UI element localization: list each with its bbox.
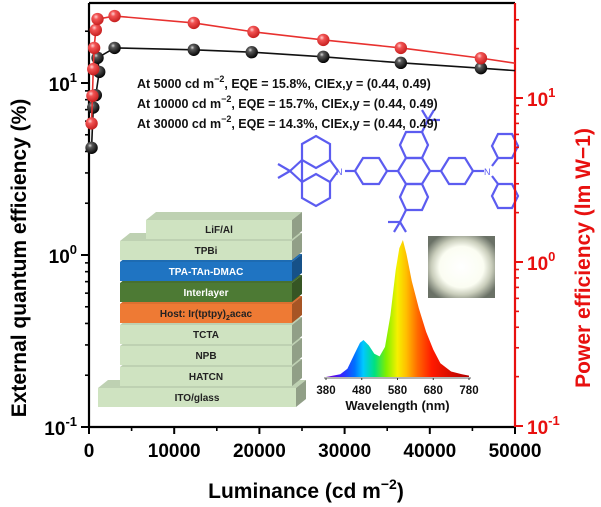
molecule-ring — [439, 156, 475, 186]
data-point-pe — [86, 89, 99, 103]
data-point-pe — [317, 33, 330, 47]
data-point-eqe — [187, 43, 200, 56]
y-left-axis-title: External quantum efficiency (%) — [8, 99, 31, 418]
molecule-ring — [353, 156, 389, 186]
spectrum-tick-label: 580 — [388, 385, 407, 397]
device-layer-label: Interlayer — [183, 288, 228, 299]
nitrogen-atom-label: N — [336, 167, 343, 177]
data-point-pe — [85, 117, 98, 130]
device-layer-label: TPA-TAn-DMAC — [169, 267, 244, 278]
spectrum-x-axis-title: Wavelength (nm) — [345, 398, 449, 413]
molecule-structure-inset: N N — [277, 109, 520, 233]
device-layer-side-face — [296, 380, 306, 407]
y-right-axis-title: Power efficiency (lm W−1) — [572, 128, 595, 388]
x-tick-label: 20000 — [233, 441, 286, 462]
device-photo-inset — [428, 236, 495, 298]
device-layer-side-face — [292, 212, 302, 239]
data-point-eqe — [85, 141, 98, 155]
data-point-eqe — [474, 61, 488, 75]
device-layer: LiF/Al — [146, 212, 302, 239]
y-left-tick-label: 100 — [49, 242, 77, 268]
spectrum-tick-label: 380 — [316, 385, 335, 397]
device-layer-side-face — [292, 275, 302, 302]
spectrum-area — [326, 240, 469, 377]
device-layer-front-face — [120, 325, 292, 344]
device-layer-label: LiF/Al — [205, 225, 233, 236]
molecule-ring — [398, 182, 430, 212]
device-layer-side-face — [292, 338, 302, 365]
data-point-pe — [91, 12, 104, 26]
device-layer-front-face — [146, 220, 292, 239]
nitrogen-atom-label: N — [484, 167, 491, 177]
x-tick-label: 0 — [84, 441, 95, 462]
data-point-pe — [394, 41, 408, 55]
data-point-eqe — [87, 101, 100, 114]
molecule-ring — [396, 156, 432, 186]
x-tick-label: 50000 — [489, 441, 542, 462]
y-right-tick-label: 100 — [527, 249, 555, 275]
molecule-ring — [300, 172, 332, 208]
x-tick-label: 30000 — [318, 441, 371, 462]
spectrum-tick-label: 480 — [352, 385, 371, 397]
axes: 0 10000 20000 30000 40000 5000010-110010110-1… — [44, 1, 560, 462]
y-right-tick-label: 101 — [527, 85, 555, 111]
data-point-eqe — [317, 50, 330, 64]
x-axis-title: Luminance (cd m−2) — [208, 476, 404, 503]
device-layer-side-face — [292, 233, 302, 260]
data-point-pe — [474, 51, 488, 65]
annotation-line: At 30000 cd m−2, EQE = 14.3%, CIEx,y = (… — [137, 114, 438, 131]
molecule-ring — [398, 130, 430, 160]
device-layer-label: Host: Ir(tptpy)2acac — [160, 309, 253, 322]
molecule-ring — [490, 182, 520, 210]
y-left-tick-label: 10-1 — [44, 414, 77, 440]
device-layer-side-face — [292, 254, 302, 281]
data-point-pe — [89, 23, 103, 37]
device-layer-label: ITO/glass — [175, 393, 220, 404]
device-photo — [428, 236, 495, 298]
data-point-eqe — [245, 46, 258, 59]
device-layer-front-face — [98, 388, 296, 407]
device-layer-label: NPB — [195, 351, 216, 362]
device-layer-front-face — [120, 241, 292, 260]
device-layer-front-face — [120, 367, 292, 386]
data-point-eqe — [108, 41, 121, 55]
y-right-tick-label: 10-1 — [527, 413, 560, 439]
annotation-line: At 5000 cd m−2, EQE = 15.8%, CIEx,y = (0… — [137, 74, 431, 91]
annotations: At 5000 cd m−2, EQE = 15.8%, CIEx,y = (0… — [137, 74, 438, 131]
molecule-ring — [490, 132, 520, 160]
device-layer-front-face — [120, 262, 292, 281]
device-layer-front-face — [120, 346, 292, 365]
device-layer-side-face — [292, 317, 302, 344]
spectrum-tick-label: 680 — [424, 385, 443, 397]
data-point-pe — [187, 16, 200, 30]
device-layer-side-face — [292, 359, 302, 386]
data-point-eqe — [394, 56, 408, 70]
device-layer-label: TCTA — [193, 330, 219, 341]
device-layer-front-face — [120, 283, 292, 302]
device-layer-side-face — [292, 296, 302, 323]
device-layer-top-face — [146, 212, 302, 220]
annotation-line: At 10000 cd m−2, EQE = 15.7%, CIEx,y = (… — [137, 94, 438, 111]
device-layer-front-face — [120, 304, 292, 323]
data-point-pe — [87, 62, 100, 76]
data-point-pe — [87, 41, 101, 55]
device-layer-label: TPBi — [195, 246, 218, 257]
data-series — [85, 9, 516, 155]
x-tick-label: 10000 — [148, 441, 201, 462]
data-point-pe — [247, 25, 260, 39]
molecule-ring — [300, 134, 332, 170]
emission-spectrum-inset: 380 480 580 680 780 Wavelength (nm) — [316, 240, 479, 413]
spectrum-tick-label: 780 — [459, 385, 478, 397]
y-left-tick-label: 101 — [49, 70, 77, 96]
x-tick-label: 40000 — [403, 441, 456, 462]
data-point-pe — [108, 9, 121, 23]
device-stack-inset: ITO/glass HATCN NPB TCTA Host: Ir(tptpy)2aca… — [98, 212, 306, 407]
device-layer-label: HATCN — [189, 372, 223, 383]
